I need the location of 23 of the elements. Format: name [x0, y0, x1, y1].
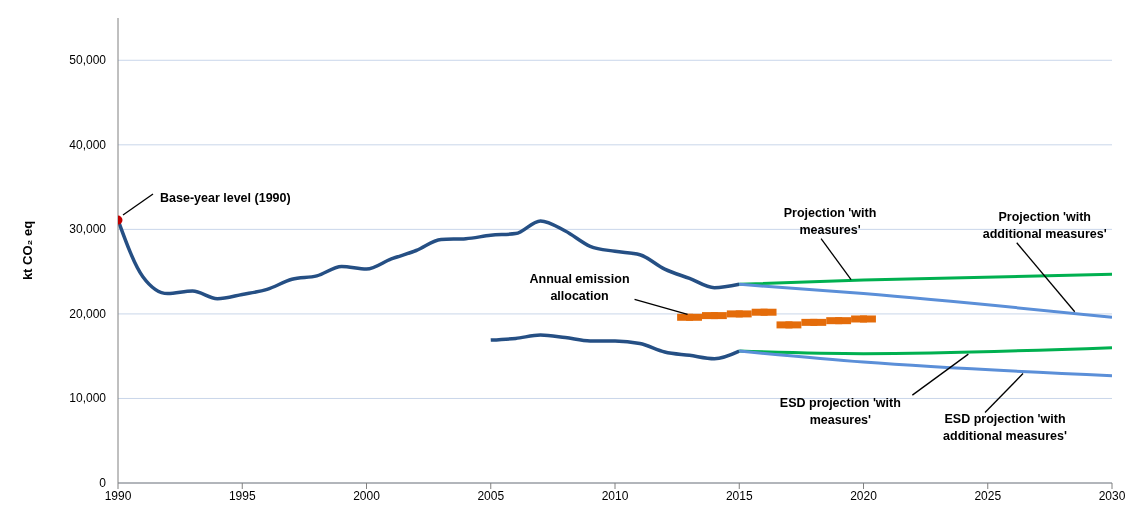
x-tick-label: 2005 — [477, 488, 505, 503]
x-tick-label: 2015 — [725, 488, 753, 503]
annotation: ESD projection 'with measures' — [779, 396, 901, 428]
x-tick-label: 2025 — [974, 488, 1002, 503]
annotation: Base-year level (1990) — [160, 191, 291, 206]
x-tick-label: 2030 — [1098, 488, 1126, 503]
y-tick-label: 40,000 — [69, 137, 107, 152]
y-tick-label: 30,000 — [69, 222, 107, 237]
x-tick-label: 2000 — [353, 488, 381, 503]
x-tick-label: 1995 — [228, 488, 256, 503]
line-series — [489, 333, 741, 361]
x-tick-label: 2010 — [601, 488, 629, 503]
annotation: Projection 'with measures' — [783, 205, 877, 237]
y-tick-label: 10,000 — [69, 391, 107, 406]
y-tick-label: 50,000 — [69, 53, 107, 68]
annotation: ESD projection 'with additional measures' — [943, 411, 1067, 443]
annotation: Annual emission allocation — [529, 272, 630, 304]
y-tick-label: 0 — [99, 476, 107, 490]
x-tick-label: 2020 — [850, 488, 878, 503]
y-tick-label: 20,000 — [69, 306, 107, 321]
y-axis-title: kt CO₂ eq — [20, 220, 35, 281]
annotation: Projection 'with additional measures' — [982, 209, 1107, 241]
x-tick-label: 1990 — [104, 488, 132, 503]
